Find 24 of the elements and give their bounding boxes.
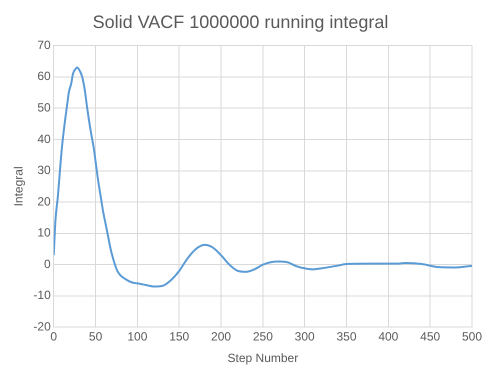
x-axis-title: Step Number	[228, 351, 298, 366]
y-tick-label: 60	[37, 69, 52, 84]
x-tick-label: 350	[336, 330, 357, 344]
x-tick-label: 300	[294, 330, 316, 344]
y-tick-label: 20	[37, 194, 52, 208]
x-tick-label: 100	[127, 330, 148, 344]
y-tick-label: 10	[37, 226, 52, 240]
x-tick-label: 250	[252, 330, 274, 344]
x-tick-label: 450	[420, 330, 440, 344]
y-tick-label: 50	[37, 100, 52, 114]
x-tick-label: 50	[88, 330, 103, 344]
x-tick-label: 400	[378, 330, 399, 344]
y-tick-label: -10	[33, 288, 52, 302]
x-tick-label: 500	[462, 330, 482, 344]
line-series	[54, 66, 472, 288]
y-axis-title: Integral	[12, 166, 26, 206]
y-tick-label: 70	[37, 38, 52, 52]
chart-title: Solid VACF 1000000 running integral	[92, 12, 388, 32]
x-tick-label: 200	[211, 330, 232, 344]
y-tick-label: 30	[37, 163, 52, 178]
y-tick-label: -20	[33, 320, 52, 334]
y-tick-label: 0	[44, 256, 52, 271]
x-tick-label: 150	[169, 330, 190, 344]
y-tick-label: 40	[37, 132, 52, 146]
